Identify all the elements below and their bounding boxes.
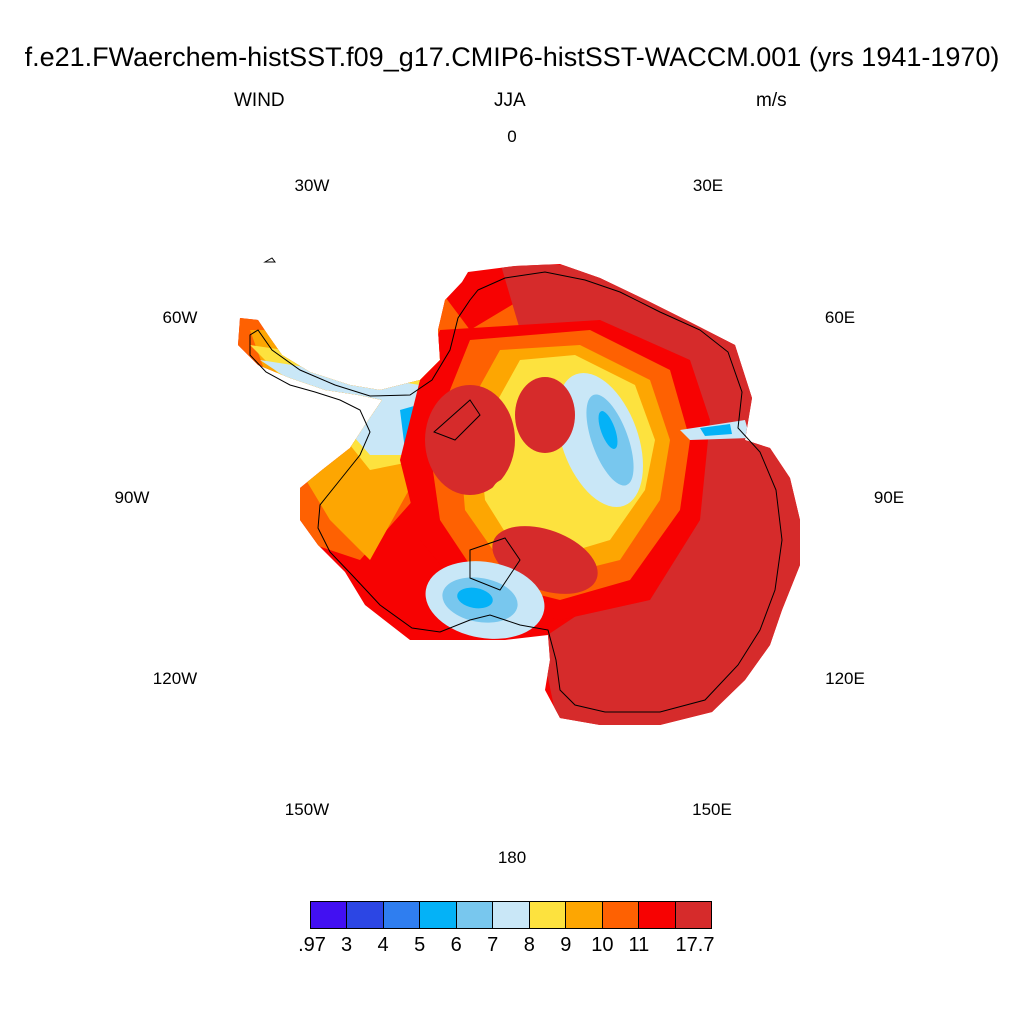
colorbar-box: [639, 902, 676, 928]
units-label: m/s: [756, 90, 787, 111]
colorbar-box: [675, 902, 711, 928]
lon-label-60e: 60E: [824, 308, 856, 327]
colorbar: [310, 901, 712, 929]
pole-calm: [492, 478, 528, 506]
colorbar-label: 9: [560, 934, 572, 956]
colorbar-box: [311, 902, 348, 928]
lon-label-60w: 60W: [162, 308, 198, 327]
colorbar-box: [529, 902, 567, 928]
lon-label-0: 0: [507, 127, 517, 146]
variable-label: WIND: [234, 90, 285, 111]
colorbar-box: [420, 902, 457, 928]
plateau-light-6: [598, 411, 618, 449]
colorbar-label: 4: [377, 934, 389, 956]
colorbar-label: 3: [340, 934, 353, 956]
colorbar-box: [383, 902, 421, 928]
lon-label-120w: 120W: [152, 669, 198, 688]
colorbar-box: [456, 902, 494, 928]
colorbar-label: 6: [450, 934, 462, 956]
colorbar-box: [493, 902, 530, 928]
amery-blue: [700, 424, 732, 436]
lon-label-180: 180: [497, 848, 527, 867]
lon-label-120e: 120E: [825, 669, 865, 688]
lon-label-90w: 90W: [114, 488, 150, 507]
colorbar-box: [566, 902, 603, 928]
wind-field: [238, 264, 800, 725]
colorbar-label: 11: [628, 934, 650, 956]
ridge-max-west: [425, 385, 515, 495]
colorbar-label: 8: [523, 934, 535, 956]
colorbar-label: 17.7: [675, 934, 715, 956]
colorbar-label: 5: [414, 934, 426, 956]
lon-label-150w: 150W: [284, 800, 330, 819]
coastline: [249, 257, 783, 713]
lon-label-150e: 150E: [692, 800, 732, 819]
ross-shelf-6: [457, 587, 493, 609]
colorbar-label: .97: [298, 934, 326, 956]
colorbar-label: 7: [487, 934, 499, 956]
colorbar-label: 10: [591, 934, 614, 956]
season-label: JJA: [494, 90, 526, 111]
ridge-max-center: [515, 377, 575, 453]
plot-title: f.e21.FWaerchem-histSST.f09_g17.CMIP6-hi…: [24, 42, 1000, 72]
colorbar-box: [602, 902, 640, 928]
colorbar-box: [347, 902, 384, 928]
lon-label-30w: 30W: [294, 176, 330, 195]
lon-label-30e: 30E: [692, 176, 724, 195]
lon-label-90e: 90E: [873, 488, 905, 507]
